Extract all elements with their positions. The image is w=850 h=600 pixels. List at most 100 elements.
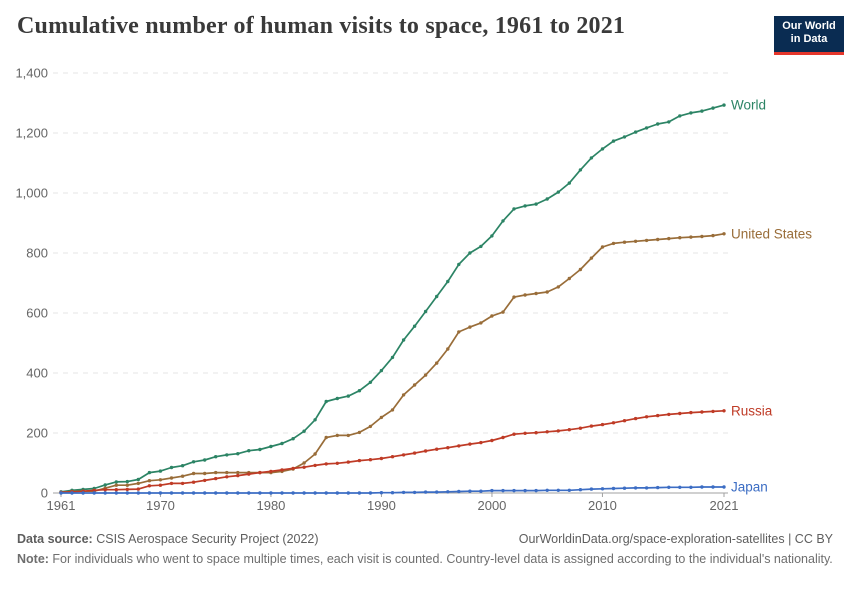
data-point: [722, 232, 726, 236]
data-point: [147, 491, 152, 495]
data-point: [578, 488, 583, 492]
data-point: [435, 294, 439, 299]
x-axis-labels: 1961 1970 1980 1990 2000 2010 2021: [47, 493, 739, 513]
data-point: [180, 481, 185, 486]
data-point: [412, 490, 417, 495]
data-point: [589, 424, 594, 428]
data-point: [114, 483, 119, 487]
data-point: [280, 491, 284, 495]
data-point: [644, 486, 649, 490]
data-point: [158, 483, 163, 487]
data-point: [379, 368, 384, 373]
data-point: [600, 422, 605, 427]
data-point: [678, 411, 682, 416]
data-point: [622, 419, 627, 423]
data-point: [700, 109, 704, 113]
data-point: [203, 458, 207, 462]
data-point: [479, 489, 483, 493]
data-point: [479, 244, 483, 249]
data-point: [169, 481, 174, 486]
data-point: [512, 432, 516, 436]
x-tick-label: 2021: [710, 498, 739, 513]
y-tick-label: 1,200: [15, 126, 48, 141]
data-point: [501, 435, 505, 440]
data-point: [578, 267, 583, 272]
data-point: [136, 491, 140, 495]
data-point: [136, 477, 140, 482]
series-russia: Russia: [59, 403, 773, 495]
x-tick-label: 1980: [256, 498, 285, 513]
data-point: [180, 491, 185, 495]
data-point: [191, 491, 196, 495]
x-tick-label: 2010: [588, 498, 617, 513]
data-point: [479, 321, 483, 325]
data-point: [567, 488, 571, 492]
data-point: [335, 433, 339, 438]
data-point: [512, 207, 516, 211]
series-label-united-states: United States: [731, 226, 812, 241]
data-point: [291, 437, 295, 441]
note-text: For individuals who went to space multip…: [48, 552, 833, 566]
data-point: [225, 470, 229, 475]
series-line-united-states: [60, 232, 725, 494]
data-point: [390, 491, 395, 495]
data-point: [656, 237, 660, 242]
y-tick-label: 400: [26, 366, 48, 381]
data-point: [468, 442, 472, 446]
data-point: [59, 491, 63, 495]
data-point: [203, 491, 207, 495]
data-point: [313, 491, 317, 495]
data-point: [379, 415, 384, 420]
data-point: [545, 430, 549, 434]
owid-logo-line1: Our World: [782, 20, 836, 32]
data-point: [567, 276, 571, 281]
data-point: [158, 469, 163, 473]
data-point: [70, 491, 74, 495]
data-point: [291, 466, 295, 471]
data-point: [534, 488, 538, 493]
data-point: [656, 413, 660, 418]
data-point: [545, 488, 549, 492]
data-point: [346, 491, 350, 495]
data-source: Data source: CSIS Aerospace Security Pro…: [17, 531, 319, 548]
data-point: [501, 219, 505, 223]
data-point: [446, 347, 450, 351]
data-point: [125, 479, 129, 484]
x-tick-label: 2000: [477, 498, 506, 513]
data-point: [125, 487, 129, 492]
data-point: [446, 279, 450, 284]
data-point: [611, 241, 616, 246]
data-point: [136, 487, 140, 491]
data-point: [435, 361, 439, 365]
data-point: [401, 338, 406, 342]
data-point: [412, 383, 417, 387]
data-point: [468, 251, 472, 255]
data-point: [236, 470, 240, 475]
data-point: [390, 408, 395, 412]
data-point: [401, 490, 406, 495]
data-point: [258, 491, 262, 495]
series-label-russia: Russia: [731, 403, 773, 418]
data-point: [280, 441, 284, 446]
data-point: [302, 465, 306, 469]
data-point: [423, 490, 428, 494]
data-point: [545, 197, 549, 201]
data-point: [302, 429, 306, 433]
data-point: [722, 103, 726, 107]
chart-footer: Data source: CSIS Aerospace Security Pro…: [17, 531, 833, 568]
data-point: [490, 314, 494, 318]
data-point: [136, 481, 140, 486]
data-point: [678, 114, 682, 118]
chart-note: Note: For individuals who went to space …: [17, 551, 833, 568]
data-point: [534, 202, 538, 206]
data-point: [622, 135, 627, 139]
data-point: [556, 429, 560, 433]
series-united-states: United States: [59, 226, 812, 495]
data-point: [147, 484, 152, 488]
data-point: [401, 453, 406, 457]
series-line-world: [60, 104, 725, 493]
data-point: [700, 485, 704, 489]
data-point: [180, 474, 185, 478]
series-label-japan: Japan: [731, 480, 768, 495]
data-point: [457, 444, 461, 448]
